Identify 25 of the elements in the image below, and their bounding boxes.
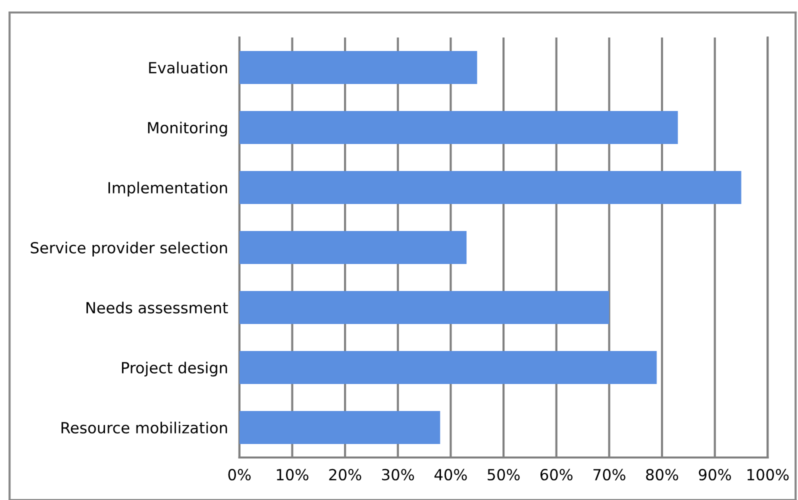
bar [239, 51, 478, 84]
x-tick-label: 80% [646, 468, 678, 480]
y-tick-label: Service provider selection [30, 242, 227, 256]
bar [239, 351, 657, 384]
x-tick-label: 10% [276, 468, 308, 480]
x-tick-label: 70% [593, 468, 626, 480]
y-tick-label: Monitoring [148, 122, 227, 136]
x-tick-label: 30% [382, 468, 414, 480]
x-tick-label: 90% [698, 468, 731, 480]
x-tick-label: 60% [540, 468, 572, 480]
y-tick-label: Resource mobilization [62, 422, 227, 434]
y-tick-label: Needs assessment [86, 302, 228, 314]
bar [239, 411, 440, 444]
x-tick-label: 50% [488, 468, 520, 480]
bar [239, 231, 467, 264]
x-tick-label: 40% [434, 468, 467, 480]
y-tick-label: Project design [122, 362, 227, 376]
y-tick-label: Evaluation [149, 62, 227, 74]
x-tick-label: 20% [329, 468, 362, 480]
y-tick-label: Implementation [108, 182, 227, 196]
x-tick-label: 100% [748, 468, 789, 480]
bar [239, 111, 678, 144]
bar [239, 171, 742, 204]
bar [239, 291, 610, 324]
x-tick-label: 0% [228, 468, 251, 480]
